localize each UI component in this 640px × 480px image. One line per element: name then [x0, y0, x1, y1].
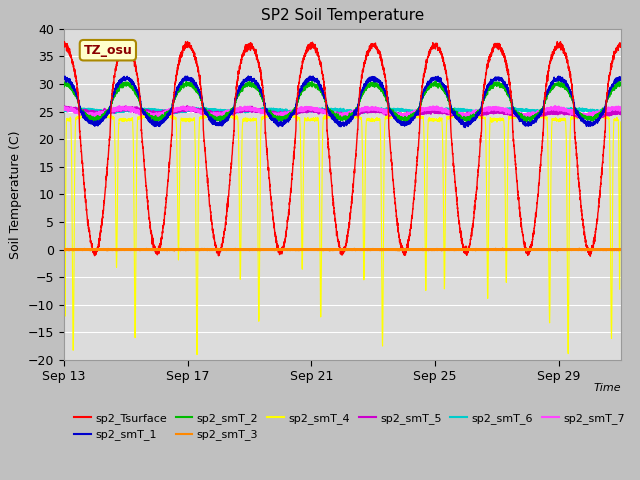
Title: SP2 Soil Temperature: SP2 Soil Temperature	[260, 9, 424, 24]
Legend: sp2_Tsurface, sp2_smT_1, sp2_smT_2, sp2_smT_3, sp2_smT_4, sp2_smT_5, sp2_smT_6, : sp2_Tsurface, sp2_smT_1, sp2_smT_2, sp2_…	[70, 408, 629, 445]
Text: TZ_osu: TZ_osu	[83, 44, 132, 57]
Text: Time: Time	[593, 383, 621, 393]
Y-axis label: Soil Temperature (C): Soil Temperature (C)	[10, 130, 22, 259]
